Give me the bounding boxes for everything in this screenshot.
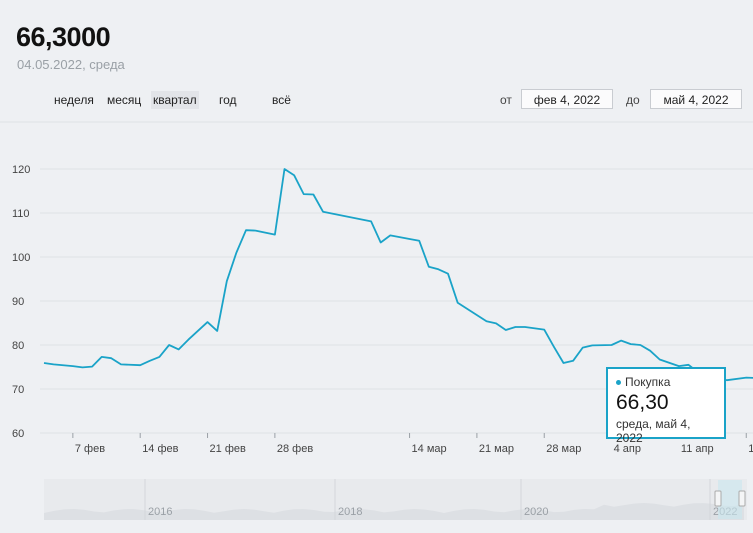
y-tick-label: 60 (12, 428, 24, 440)
tooltip-date: среда, май 4, 2022 (616, 417, 691, 445)
x-tick-label: 7 фев (75, 443, 105, 455)
current-price: 66,3000 (16, 22, 111, 52)
series-line (43, 168, 753, 382)
y-tick-label: 80 (12, 340, 24, 352)
x-tick-label: 4 апр (614, 443, 641, 455)
period-year[interactable]: год (219, 93, 237, 107)
range-from-label: от (500, 93, 512, 107)
tooltip-series-dot-icon (616, 379, 621, 385)
y-axis: 60 70 80 90 100 110 120 (12, 164, 30, 440)
range-navigator[interactable]: 2016201820202022 (44, 479, 747, 520)
period-week[interactable]: неделя (54, 93, 94, 107)
current-date: 04.05.2022, среда (17, 57, 125, 72)
chart-tooltip: Покупка 66,30 среда, май 4, 2022 (606, 367, 726, 445)
x-tick-label: 21 фев (210, 443, 246, 455)
tooltip-value: 66,30 (616, 391, 669, 414)
period-all[interactable]: всё (272, 93, 291, 107)
x-tick-label: 28 мар (546, 443, 581, 455)
range-to-label: до (626, 93, 640, 107)
navigator-area (44, 503, 744, 520)
navigator-handle-left-icon (714, 490, 722, 507)
period-month[interactable]: месяц (107, 93, 142, 107)
navigator-handle-right-icon (738, 490, 746, 507)
x-axis: 7 фев 14 фев 21 фев 28 фев 14 мар 21 мар 28 ма… (72, 433, 753, 455)
x-tick-label: 21 мар (479, 443, 514, 455)
x-tick-label: 11 апр (681, 443, 714, 455)
y-tick-label: 90 (12, 296, 24, 308)
range-from-input[interactable]: фев 4, 2022 (521, 89, 613, 109)
y-tick-label: 100 (12, 252, 30, 264)
x-tick-label: 14 фев (142, 443, 178, 455)
tooltip-series-row: Покупка (616, 375, 716, 389)
chart-series (43, 168, 753, 382)
navigator-selection (718, 480, 742, 519)
x-tick-label: 28 фев (277, 443, 313, 455)
x-tick-label: 18 апр (748, 443, 753, 455)
range-to-input[interactable]: май 4, 2022 (650, 89, 742, 109)
y-tick-label: 120 (12, 164, 30, 176)
period-selector: неделя месяц квартал год всё от фев 4, 2… (0, 89, 753, 111)
navigator-year-label: 2020 (524, 506, 548, 518)
x-tick-label: 14 мар (412, 443, 447, 455)
navigator-year-label: 2018 (338, 506, 362, 518)
period-quarter[interactable]: квартал (151, 91, 199, 109)
y-tick-label: 110 (12, 208, 30, 220)
navigator-year-label: 2016 (148, 506, 172, 518)
tooltip-series-name: Покупка (625, 375, 671, 389)
y-tick-label: 70 (12, 384, 24, 396)
